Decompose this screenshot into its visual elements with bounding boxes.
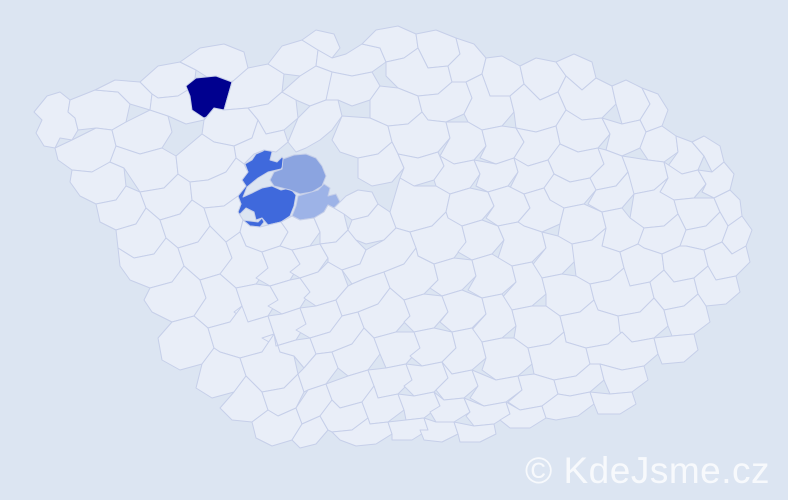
district[interactable] <box>654 334 698 364</box>
district[interactable] <box>602 118 646 156</box>
district[interactable] <box>454 422 496 442</box>
district[interactable] <box>280 216 320 250</box>
district[interactable] <box>500 402 546 428</box>
highlighted-district-medium[interactable] <box>270 154 326 194</box>
district[interactable] <box>600 364 648 394</box>
district[interactable] <box>68 90 130 130</box>
district[interactable] <box>664 294 710 336</box>
district[interactable] <box>446 188 494 226</box>
district[interactable] <box>640 126 678 162</box>
district[interactable] <box>588 172 634 212</box>
district[interactable] <box>518 188 564 232</box>
district[interactable] <box>404 294 448 332</box>
district[interactable] <box>498 222 546 266</box>
district[interactable] <box>590 392 636 414</box>
district[interactable] <box>374 332 420 368</box>
district[interactable] <box>482 338 532 380</box>
district-layer <box>34 26 752 448</box>
district[interactable] <box>420 418 458 442</box>
district[interactable] <box>314 205 348 244</box>
district[interactable] <box>388 418 428 440</box>
